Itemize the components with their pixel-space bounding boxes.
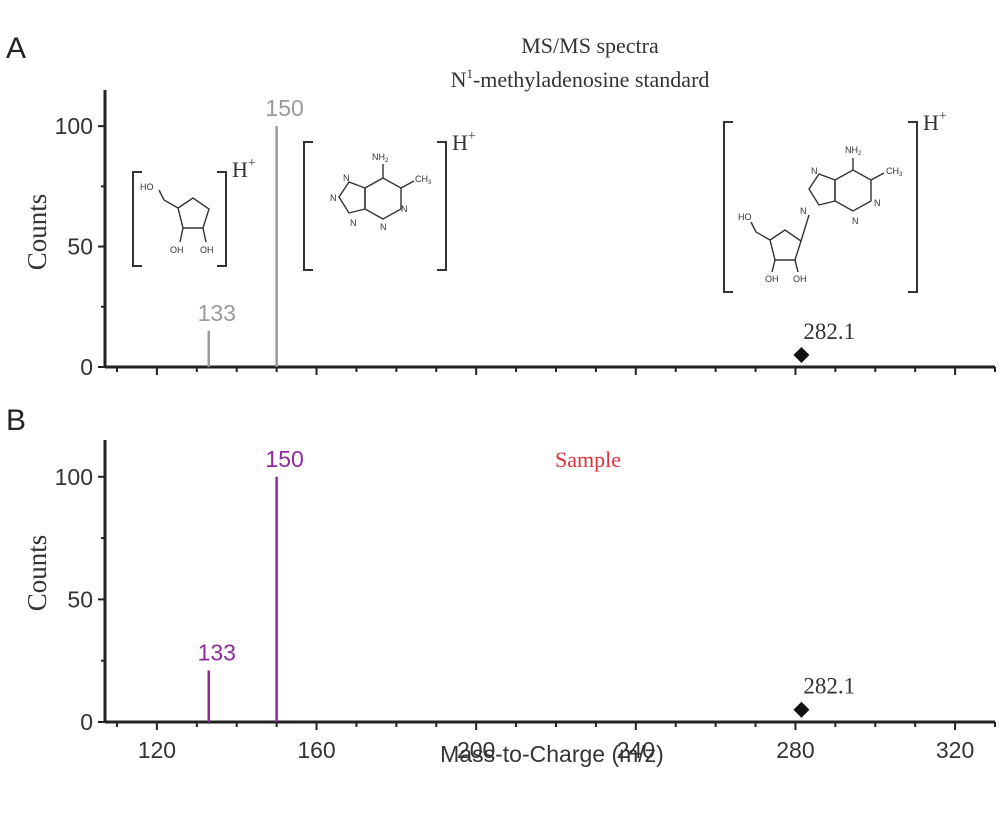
svg-text:N: N xyxy=(401,204,408,214)
ribose-structure: H+ HO OH OH xyxy=(132,156,256,267)
y-tick-label: 0 xyxy=(80,354,93,380)
panel-a-label: A xyxy=(6,32,26,65)
title-superscript: 1 xyxy=(466,66,473,81)
peak-label: 133 xyxy=(198,300,236,326)
x-tick-label: 240 xyxy=(617,737,655,763)
svg-text:N: N xyxy=(343,173,350,183)
sample-label: Sample xyxy=(555,447,621,472)
peak-label: 150 xyxy=(265,446,303,472)
title-n: N xyxy=(451,67,467,92)
y-tick-label: 100 xyxy=(55,464,93,490)
y-tick-label: 0 xyxy=(80,709,93,735)
x-tick-label: 160 xyxy=(297,737,335,763)
svg-text:N: N xyxy=(330,193,337,203)
y-axis-label-b: Counts xyxy=(22,535,52,612)
chart-title-line1: MS/MS spectra xyxy=(521,33,659,58)
bracket-left xyxy=(132,171,142,267)
svg-text:CH3: CH3 xyxy=(886,166,903,178)
svg-text:OH: OH xyxy=(793,274,807,284)
chart-title-line2: N1-methyladenosine standard xyxy=(451,66,710,92)
x-tick-label: 320 xyxy=(936,737,974,763)
svg-text:N: N xyxy=(874,198,881,208)
precursor-label: 282.1 xyxy=(803,319,855,344)
svg-text:N: N xyxy=(852,216,859,226)
ribose-ring xyxy=(177,197,210,229)
panel-b-label: B xyxy=(6,404,26,437)
proton-label-3: H+ xyxy=(923,109,947,135)
base-structure: H+ NH2 CH3 N N N N N xyxy=(303,129,476,271)
nh2-label: NH2 xyxy=(372,152,389,164)
y-tick-label: 50 xyxy=(67,234,93,260)
bracket-right xyxy=(217,171,227,267)
precursor-marker xyxy=(793,701,810,718)
precursor-label: 282.1 xyxy=(803,674,855,699)
x-tick-label: 280 xyxy=(776,737,814,763)
ho-label: HO xyxy=(140,182,154,192)
peak-label: 133 xyxy=(198,640,236,666)
svg-text:N: N xyxy=(380,222,387,232)
y-tick-label: 100 xyxy=(55,113,93,139)
y-tick-label: 50 xyxy=(67,586,93,612)
svg-text:N: N xyxy=(350,218,357,228)
oh-label-2: OH xyxy=(200,245,214,255)
x-axis-label: Mass-to-Charge (m/z) xyxy=(440,741,664,767)
x-tick-label: 120 xyxy=(138,737,176,763)
peak-label: 150 xyxy=(265,95,303,121)
proton-label-2: H+ xyxy=(452,129,476,155)
svg-text:OH: OH xyxy=(765,274,779,284)
panel-a: 0 50 100 133 150 282.1 xyxy=(55,90,996,380)
svg-text:HO: HO xyxy=(738,212,752,222)
nucleoside-structure: H+ NH2 CH3 N N N N HO OH OH xyxy=(723,109,947,293)
oh-label-1: OH xyxy=(170,245,184,255)
pyrimidine-ring xyxy=(364,177,402,220)
panel-b: 0 50 100 120 160 200 240 280 320 133 150 282.1 xyxy=(55,440,996,763)
svg-text:NH2: NH2 xyxy=(845,145,862,157)
title-rest: -methyladenosine standard xyxy=(473,67,709,92)
svg-text:N: N xyxy=(800,206,807,216)
imidazole-ring xyxy=(338,181,366,214)
ch3-label: CH3 xyxy=(415,174,432,186)
x-tick-label: 200 xyxy=(457,737,495,763)
proton-label-1: H+ xyxy=(232,156,256,182)
svg-text:N: N xyxy=(811,166,818,176)
precursor-marker xyxy=(793,346,810,363)
y-axis-label-a: Counts xyxy=(22,194,52,271)
